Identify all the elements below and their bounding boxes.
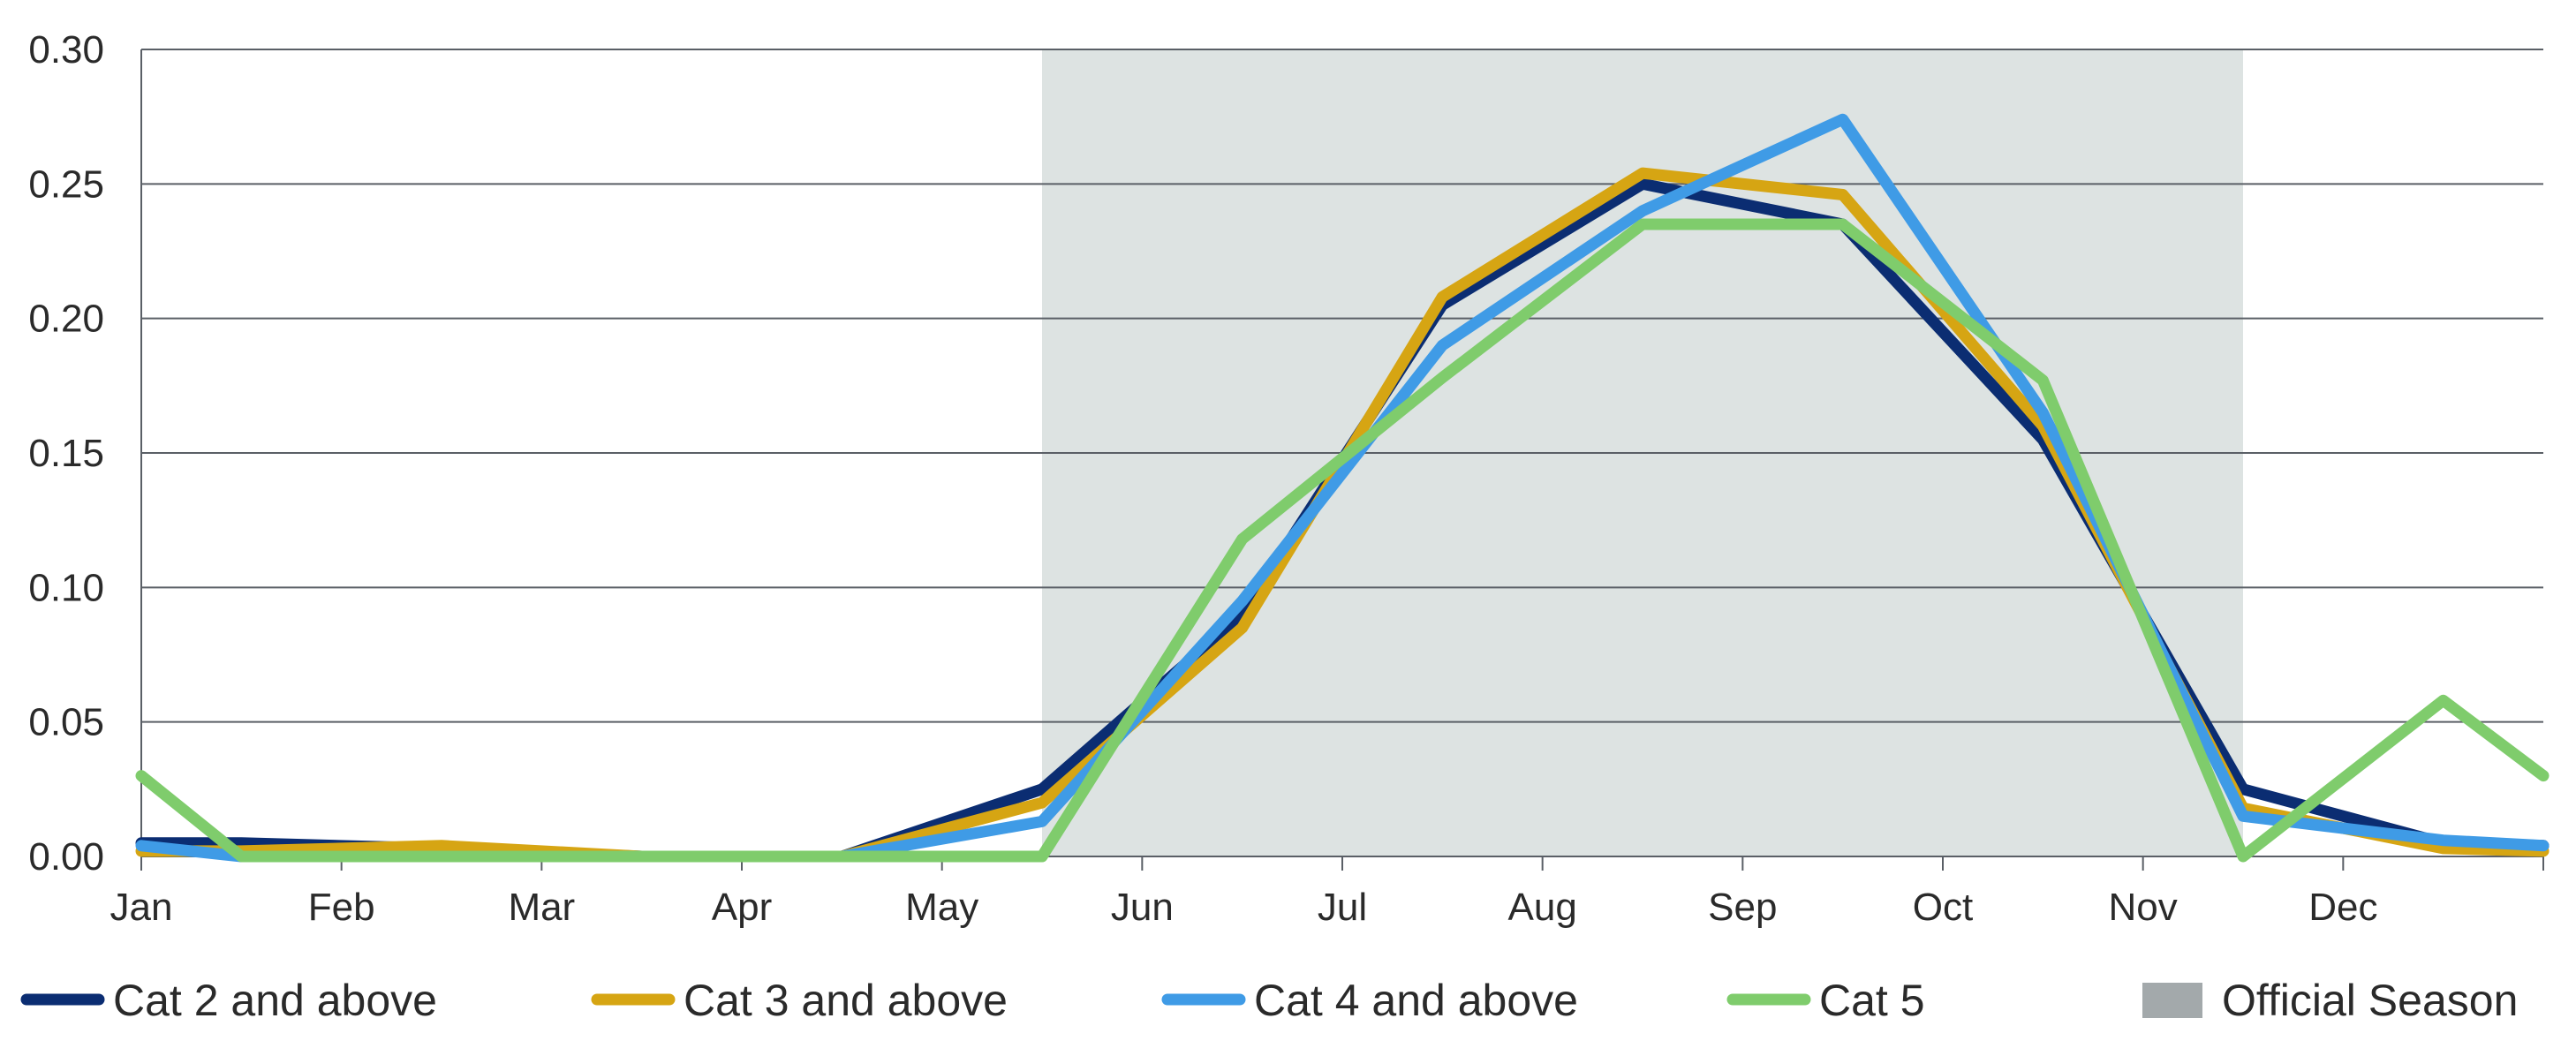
x-tick-label-feb: Feb	[308, 886, 375, 929]
x-tick-label-jan: Jan	[110, 886, 173, 929]
legend-swatch-official-season	[2142, 983, 2202, 1018]
legend-label-cat-4-and-above: Cat 4 and above	[1254, 976, 1578, 1025]
y-tick-label-1: 0.05	[28, 701, 104, 744]
y-tick-label-5: 0.25	[28, 162, 104, 206]
y-tick-label-6: 0.30	[28, 28, 104, 72]
legend-label-official-season: Official Season	[2222, 976, 2518, 1025]
y-tick-label-2: 0.10	[28, 566, 104, 609]
x-tick-label-apr: Apr	[712, 886, 772, 929]
legend-label-cat-5: Cat 5	[1819, 976, 1925, 1025]
y-tick-label-3: 0.15	[28, 432, 104, 475]
legend-label-cat-2-and-above: Cat 2 and above	[113, 976, 437, 1025]
legend-label-cat-3-and-above: Cat 3 and above	[684, 976, 1008, 1025]
x-tick-label-nov: Nov	[2109, 886, 2178, 929]
x-tick-label-aug: Aug	[1508, 886, 1577, 929]
x-tick-label-mar: Mar	[508, 886, 575, 929]
x-tick-label-oct: Oct	[1913, 886, 1973, 929]
x-tick-label-jul: Jul	[1318, 886, 1367, 929]
y-tick-label-4: 0.20	[28, 298, 104, 341]
x-tick-label-dec: Dec	[2308, 886, 2377, 929]
series-line-cat-5	[135, 218, 2550, 863]
y-tick-label-0: 0.00	[28, 835, 104, 879]
x-tick-label-sep: Sep	[1708, 886, 1777, 929]
x-tick-label-may: May	[905, 886, 978, 929]
x-tick-label-jun: Jun	[1111, 886, 1174, 929]
